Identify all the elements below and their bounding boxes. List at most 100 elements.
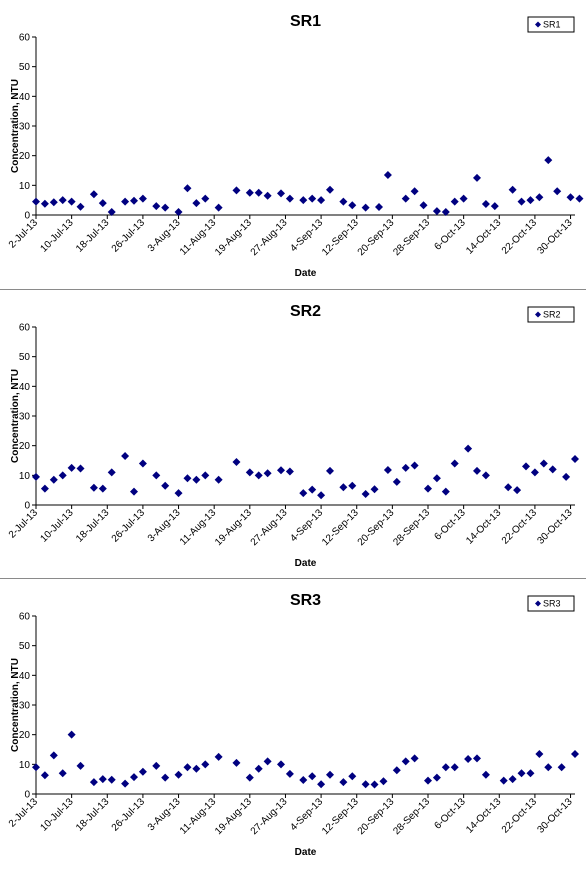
data-point bbox=[192, 199, 201, 208]
x-axis-label: Date bbox=[295, 558, 317, 569]
data-point bbox=[441, 763, 450, 772]
y-tick-label: 10 bbox=[19, 181, 31, 192]
data-point bbox=[308, 772, 317, 781]
x-axis-label: Date bbox=[295, 268, 317, 279]
data-point bbox=[174, 208, 183, 217]
data-point bbox=[40, 771, 49, 780]
data-point bbox=[522, 462, 530, 471]
x-tick-label: 30-Oct-13 bbox=[535, 217, 575, 257]
x-tick-label: 11-Aug-13 bbox=[178, 796, 219, 837]
x-tick-label: 6-Oct-13 bbox=[432, 507, 468, 543]
data-point bbox=[107, 468, 116, 477]
data-point bbox=[308, 485, 317, 494]
x-tick-label: 20-Sep-13 bbox=[356, 796, 397, 837]
data-point bbox=[121, 197, 130, 206]
data-point bbox=[450, 197, 459, 206]
data-point bbox=[32, 197, 40, 206]
x-tick-label: 14-Oct-13 bbox=[464, 507, 504, 547]
x-tick-label: 12-Sep-13 bbox=[320, 796, 361, 837]
data-point bbox=[107, 775, 116, 784]
data-point bbox=[32, 763, 40, 772]
data-point bbox=[138, 459, 147, 468]
y-tick-label: 60 bbox=[19, 323, 31, 334]
data-point bbox=[562, 472, 571, 481]
y-tick-label: 0 bbox=[24, 790, 30, 801]
data-point bbox=[410, 187, 419, 196]
data-point bbox=[410, 754, 419, 763]
x-axis-label: Date bbox=[295, 847, 317, 858]
data-point bbox=[370, 485, 379, 494]
data-point bbox=[432, 773, 441, 782]
data-point bbox=[152, 202, 161, 211]
x-tick-label: 6-Oct-13 bbox=[432, 796, 468, 832]
data-point bbox=[553, 187, 562, 196]
data-point bbox=[263, 191, 272, 200]
data-point bbox=[401, 463, 410, 472]
chart-title: SR2 bbox=[290, 303, 321, 320]
data-point bbox=[504, 483, 513, 492]
data-point bbox=[254, 471, 263, 480]
data-point bbox=[544, 763, 553, 772]
data-point bbox=[535, 749, 544, 758]
data-point bbox=[152, 471, 161, 480]
data-point bbox=[232, 457, 241, 466]
x-tick-label: 11-Aug-13 bbox=[178, 217, 219, 258]
chart-panel-sr2: SR2 Concentration, NTU Date 0 10 20 30 40 50 60 2-… bbox=[0, 290, 587, 578]
data-point bbox=[370, 780, 379, 789]
data-point bbox=[277, 760, 285, 769]
data-point bbox=[361, 780, 370, 789]
y-tick-label: 60 bbox=[19, 612, 31, 623]
data-point bbox=[539, 459, 548, 468]
data-point bbox=[214, 475, 223, 484]
data-point bbox=[464, 754, 473, 763]
data-point bbox=[67, 463, 76, 472]
data-point bbox=[459, 194, 468, 203]
y-tick-label: 30 bbox=[19, 412, 31, 423]
data-point bbox=[392, 477, 401, 486]
data-point bbox=[76, 464, 85, 473]
y-tick-label: 10 bbox=[19, 760, 31, 771]
data-point bbox=[174, 770, 183, 779]
data-point bbox=[490, 202, 499, 211]
data-point bbox=[89, 190, 98, 199]
data-point bbox=[317, 780, 326, 789]
data-point bbox=[392, 766, 401, 775]
x-tick-label: 3-Aug-13 bbox=[146, 217, 183, 254]
data-point bbox=[107, 208, 116, 217]
data-point bbox=[450, 763, 459, 772]
x-tick-label: 19-Aug-13 bbox=[213, 507, 254, 548]
data-point bbox=[32, 472, 40, 481]
data-point bbox=[214, 203, 223, 212]
data-point bbox=[161, 773, 170, 782]
data-point bbox=[183, 474, 192, 483]
data-point bbox=[481, 200, 490, 209]
data-point bbox=[263, 757, 272, 766]
data-point bbox=[450, 459, 459, 468]
data-point bbox=[192, 764, 201, 773]
legend-box bbox=[527, 306, 575, 323]
data-point bbox=[410, 461, 419, 470]
y-tick-label: 0 bbox=[24, 211, 30, 222]
data-point bbox=[121, 452, 130, 461]
data-point bbox=[548, 465, 557, 474]
x-tick-label: 27-Aug-13 bbox=[249, 507, 290, 548]
data-point bbox=[201, 194, 210, 203]
x-tick-label: 18-Jul-13 bbox=[74, 217, 112, 255]
data-point bbox=[326, 466, 334, 475]
y-tick-label: 30 bbox=[19, 122, 31, 133]
legend-box bbox=[527, 595, 575, 612]
data-point bbox=[245, 188, 254, 197]
data-point bbox=[339, 778, 348, 787]
data-point bbox=[473, 173, 481, 182]
data-point bbox=[361, 203, 370, 212]
y-tick-label: 40 bbox=[19, 382, 31, 393]
data-point bbox=[317, 491, 326, 500]
x-tick-label: 19-Aug-13 bbox=[213, 796, 254, 837]
panel-divider bbox=[0, 578, 586, 579]
x-tick-label: 2-Jul-13 bbox=[7, 217, 41, 251]
data-point bbox=[526, 769, 535, 778]
data-point bbox=[285, 467, 294, 476]
y-tick-label: 20 bbox=[19, 441, 31, 452]
x-tick-label: 10-Jul-13 bbox=[38, 796, 76, 834]
legend-marker bbox=[535, 21, 541, 28]
